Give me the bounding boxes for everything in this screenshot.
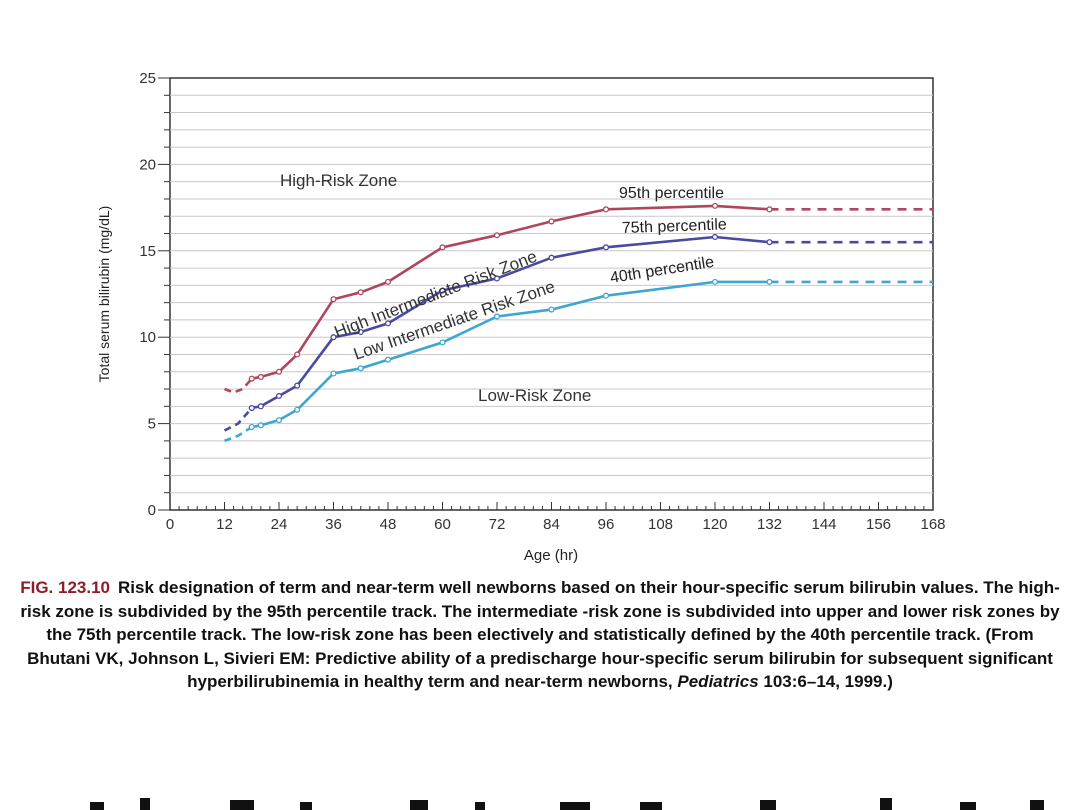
x-tick-label: 72 (489, 516, 506, 533)
series-75th-point (330, 334, 337, 341)
series-95th-point (330, 296, 337, 303)
x-tick-label: 156 (866, 516, 891, 533)
zone-label-high-risk: High-Risk Zone (280, 171, 397, 190)
series-75th-point (294, 382, 301, 389)
series-75th-point (548, 254, 555, 261)
x-tick-label: 36 (325, 516, 342, 533)
series-95th-point (548, 218, 555, 225)
series-95th-point (439, 244, 446, 251)
series-40th-point (357, 365, 364, 372)
cropped-text-fragment (90, 798, 1044, 810)
series-75th-start-dashed (223, 407, 253, 432)
y-tick-label: 20 (139, 156, 156, 173)
series-40th-point (294, 406, 301, 413)
series-75th-point (357, 328, 364, 336)
x-axis-label: Age (hr) (524, 547, 578, 564)
zone-label-low-risk: Low-Risk Zone (478, 386, 591, 405)
series-95th-point (257, 373, 264, 380)
plot-area (169, 77, 934, 511)
x-tick-label: 84 (543, 516, 560, 533)
x-tick-label: 108 (648, 516, 673, 533)
series-75th-point (766, 239, 773, 246)
x-axis-ticks: 0 12 24 36 48 60 72 84 96 108 120 132 144 156 168 (166, 502, 946, 533)
series-40th-point (548, 306, 555, 313)
series-40th-point (248, 424, 255, 431)
series-75th-point (493, 275, 501, 282)
series-75th-point (384, 320, 392, 327)
series-95th-point (294, 351, 301, 358)
x-tick-label: 12 (216, 516, 233, 533)
series-label-95th: 95th percentile (619, 185, 724, 202)
x-tick-label: 96 (598, 516, 615, 533)
y-tick-label: 15 (139, 243, 156, 260)
series-95th-point (357, 289, 364, 296)
series-40th-point (493, 313, 501, 320)
x-tick-label: 120 (702, 516, 727, 533)
series-75th-point (248, 404, 255, 412)
caption-citation: 103:6–14, 1999.) (763, 672, 893, 691)
series-95th-point (493, 232, 501, 239)
series-40th-point (711, 278, 719, 285)
series-40th-point (275, 417, 283, 424)
y-tick-label: 0 (148, 502, 156, 519)
series-75th-point (257, 403, 264, 410)
x-tick-label: 132 (757, 516, 782, 533)
series-95th-start-dashed (224, 377, 253, 394)
series-group (223, 202, 933, 443)
series-95th-point (384, 278, 392, 285)
series-75th-point (275, 392, 283, 400)
x-tick-label: 48 (380, 516, 397, 533)
series-40th-point (257, 422, 264, 429)
x-tick-label: 24 (271, 516, 288, 533)
x-tick-label: 0 (166, 516, 174, 533)
bilirubin-nomogram-chart: 0 5 10 15 20 25 0 12 24 36 48 60 72 84 96 108 120 132 144… (96, 70, 946, 564)
y-tick-label: 25 (139, 70, 156, 87)
series-40th-point (602, 292, 610, 299)
series-95th-point (766, 206, 773, 213)
series-95th-point (711, 202, 719, 209)
y-axis-label: Total serum bilirubin (mg/dL) (96, 206, 112, 383)
y-tick-label: 5 (148, 416, 156, 433)
series-40th-start-dashed (224, 425, 253, 443)
x-tick-label: 60 (434, 516, 451, 533)
series-75th-point (439, 287, 446, 294)
series-95th-point (275, 368, 283, 375)
caption-body: Risk designation of term and near-term w… (20, 578, 1060, 691)
series-75th-point (602, 244, 610, 251)
series-95th-point (602, 206, 610, 213)
series-95th-point (248, 375, 255, 382)
figure-number: FIG. 123.10 (20, 578, 110, 597)
series-40th-point (439, 339, 446, 346)
series-75th-point (711, 233, 719, 241)
series-label-75th: 75th percentile (622, 216, 728, 237)
series-40th-point (330, 370, 337, 377)
x-tick-label: 168 (920, 516, 945, 533)
figure-caption: FIG. 123.10 Risk designation of term and … (20, 576, 1060, 694)
cropped-text-strip (0, 792, 1080, 810)
y-tick-label: 10 (139, 329, 156, 346)
y-axis-ticks: 0 5 10 15 20 25 (139, 70, 170, 519)
caption-journal: Pediatrics (677, 672, 759, 691)
x-tick-label: 144 (811, 516, 836, 533)
series-40th-point (766, 278, 773, 285)
series-40th-point (384, 356, 392, 363)
